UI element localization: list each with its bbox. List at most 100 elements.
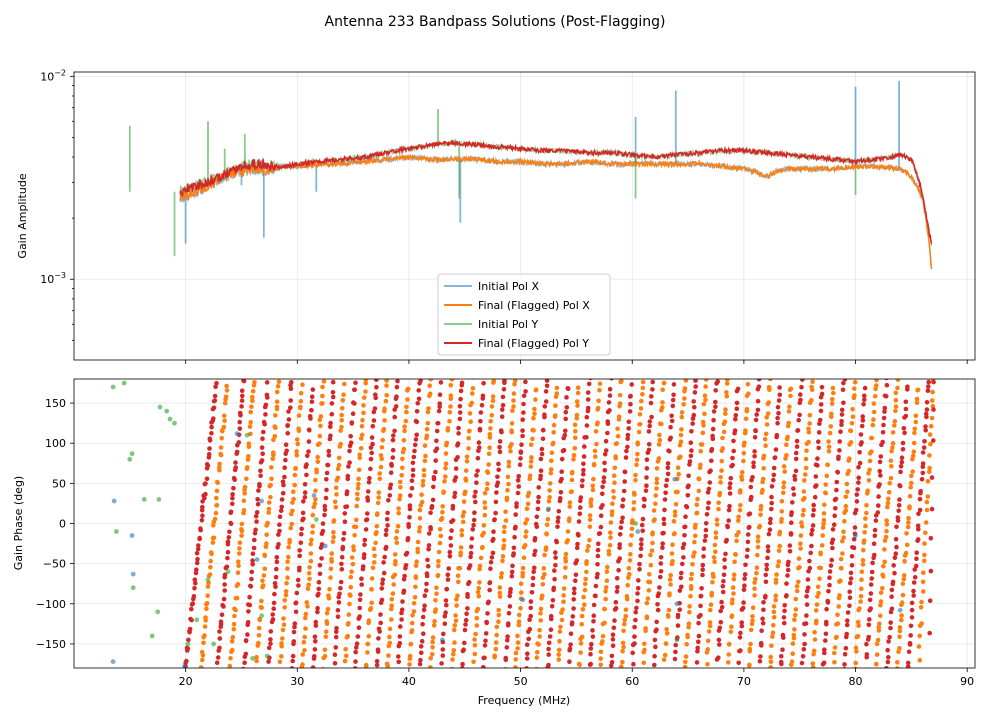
phase-point-final-y: [605, 419, 610, 424]
phase-point-final-x: [907, 504, 912, 509]
phase-point-final-y: [848, 570, 854, 576]
phase-point-final-y: [636, 578, 641, 583]
phase-point-final-x: [451, 648, 457, 653]
phase-point-final-x: [274, 389, 280, 395]
phase-point-final-x: [475, 606, 481, 612]
phase-y-tick-label: 0: [59, 518, 66, 531]
phase-point-final-x: [657, 432, 662, 438]
phase-point-final-y: [877, 482, 882, 487]
phase-point-final-y: [915, 537, 921, 542]
phase-point-final-y: [926, 384, 931, 389]
phase-point-final-y: [595, 562, 600, 567]
phase-point-initial-x: [130, 571, 136, 577]
phase-point-final-y: [872, 533, 878, 538]
phase-point-final-y: [290, 658, 296, 664]
phase-point-final-x: [467, 428, 472, 434]
phase-point-final-x: [786, 409, 792, 414]
phase-point-final-y: [923, 411, 929, 417]
phase-point-final-x: [455, 593, 460, 599]
phase-point-final-x: [776, 548, 782, 554]
phase-point-final-y: [273, 574, 279, 580]
phase-point-final-y: [887, 634, 892, 640]
phase-point-final-y: [908, 623, 914, 629]
phase-point-final-x: [602, 620, 607, 626]
amplitude-x-ticks: [185, 360, 968, 364]
phase-point-final-y: [844, 631, 849, 637]
phase-point-final-x: [861, 538, 867, 543]
phase-point-final-x: [893, 408, 898, 414]
phase-point-final-x: [927, 465, 932, 471]
phase-point-final-y: [747, 511, 753, 516]
phase-point-final-x: [404, 409, 409, 415]
phase-point-final-y: [555, 519, 561, 524]
phase-point-final-x: [279, 641, 284, 646]
phase-point-final-y: [274, 555, 280, 560]
phase-point-final-y: [421, 607, 427, 613]
phase-point-final-x: [340, 398, 346, 403]
phase-point-final-x: [810, 379, 815, 385]
phase-point-final-x: [271, 437, 276, 443]
phase-point-final-x: [469, 400, 475, 406]
phase-point-final-y: [847, 595, 853, 600]
phase-point-final-y: [532, 548, 538, 554]
phase-point-final-x: [664, 631, 670, 636]
phase-point-final-y: [848, 576, 854, 581]
phase-point-final-x: [921, 570, 926, 575]
phase-point-final-x: [610, 501, 615, 507]
phase-point-final-x: [389, 617, 394, 622]
phase-point-final-y: [681, 555, 686, 560]
phase-point-final-y: [441, 631, 446, 637]
phase-point-final-y: [294, 590, 300, 596]
phase-point-final-x: [804, 448, 809, 454]
phase-point-final-y: [310, 665, 316, 668]
phase-x-tick-label: 20: [179, 675, 193, 688]
phase-point-final-x: [371, 560, 377, 565]
phase-point-final-x: [603, 589, 608, 594]
phase-point-final-y: [490, 550, 496, 556]
phase-point-final-y: [639, 522, 645, 528]
phase-point-final-y: [239, 398, 245, 403]
phase-point-final-y: [835, 470, 841, 475]
phase-point-final-y: [543, 389, 549, 394]
phase-point-final-y: [574, 558, 580, 563]
phase-point-final-y: [827, 582, 832, 588]
phase-point-final-y: [411, 454, 417, 460]
phase-point-final-y: [564, 395, 569, 400]
phase-point-final-x: [204, 601, 210, 606]
phase-point-final-x: [774, 572, 779, 577]
phase-point-final-x: [803, 465, 809, 471]
phase-point-final-y: [857, 460, 863, 466]
phase-point-final-y: [757, 659, 763, 664]
phase-point-final-x: [530, 436, 535, 442]
phase-point-final-y: [751, 460, 756, 466]
phase-point-final-x: [869, 449, 874, 454]
phase-point-final-x: [563, 551, 569, 557]
phase-point-final-y: [277, 514, 283, 519]
phase-point-final-y: [883, 393, 889, 399]
phase-point-final-y: [189, 617, 194, 623]
phase-point-final-y: [514, 501, 519, 506]
phase-point-final-x: [730, 597, 735, 602]
phase-point-final-y: [774, 433, 780, 438]
phase-point-final-y: [254, 519, 259, 524]
phase-point-final-y: [619, 519, 624, 525]
phase-point-final-x: [440, 504, 446, 509]
phase-point-final-y: [354, 645, 359, 650]
phase-point-final-x: [849, 421, 855, 426]
phase-point-final-x: [515, 633, 520, 639]
phase-point-final-y: [231, 485, 236, 491]
phase-point-final-x: [842, 519, 847, 524]
phase-point-final-y: [581, 454, 587, 459]
phase-point-final-x: [630, 518, 635, 523]
phase-point-final-x: [596, 398, 601, 404]
phase-point-final-x: [722, 419, 728, 425]
phase-point-final-x: [703, 384, 708, 389]
phase-point-final-x: [792, 627, 797, 632]
phase-point-final-y: [504, 645, 510, 650]
phase-point-final-x: [806, 439, 811, 445]
phase-point-final-x: [487, 445, 492, 451]
phase-point-final-x: [266, 510, 272, 515]
phase-point-final-y: [745, 532, 751, 537]
phase-point-final-y: [214, 381, 219, 386]
phase-point-final-x: [237, 540, 243, 545]
